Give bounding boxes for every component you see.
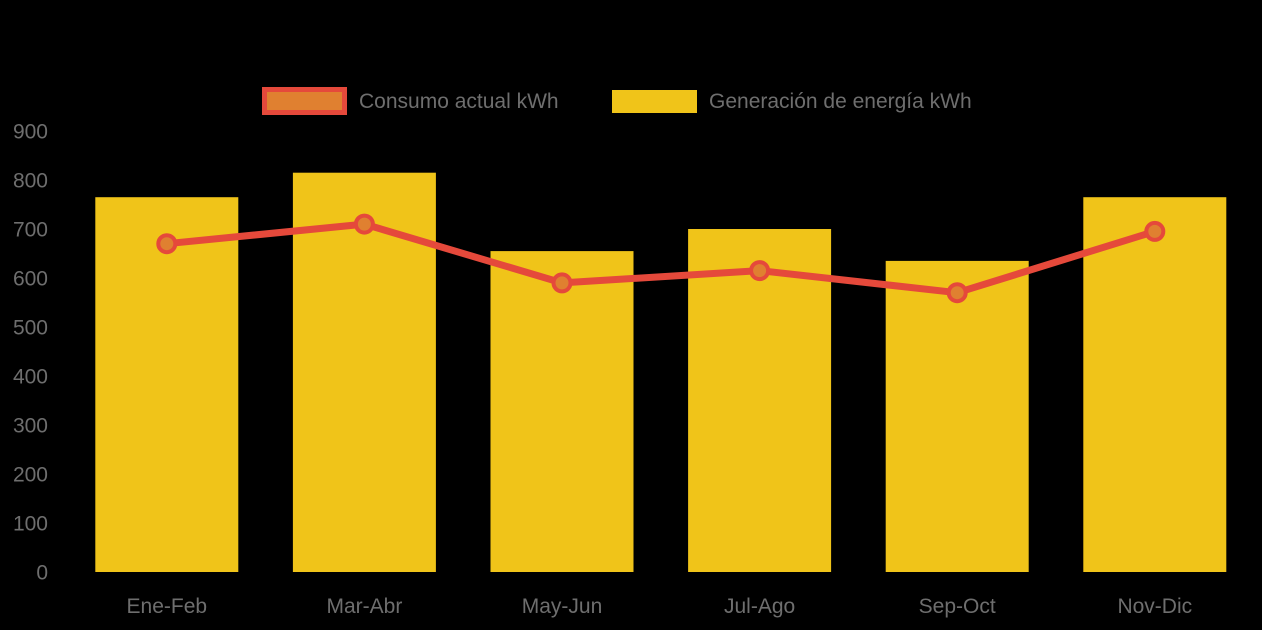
x-axis-label-Nov-Dic: Nov-Dic xyxy=(1117,595,1192,618)
generation-bar-May-Jun[interactable] xyxy=(490,251,634,572)
generacion-legend-label: Generación de energía kWh xyxy=(709,90,972,113)
x-axis-label-Jul-Ago: Jul-Ago xyxy=(724,595,795,618)
y-axis-tick-label: 500 xyxy=(13,316,48,339)
consumption-point-Sep-Oct[interactable] xyxy=(946,282,968,304)
x-axis-label-Mar-Abr: Mar-Abr xyxy=(326,595,402,618)
y-axis-tick-label: 100 xyxy=(13,512,48,535)
y-axis-tick-label: 900 xyxy=(13,120,48,143)
generation-bar-Sep-Oct[interactable] xyxy=(885,260,1029,572)
generation-bar-Ene-Feb[interactable] xyxy=(95,197,239,572)
y-axis-tick-label: 700 xyxy=(13,218,48,241)
y-axis-tick-label: 200 xyxy=(13,463,48,486)
legend-item-consumo[interactable]: Consumo actual kWh xyxy=(262,87,559,115)
y-axis-tick-label: 600 xyxy=(13,267,48,290)
consumption-point-Nov-Dic[interactable] xyxy=(1144,220,1166,242)
x-axis-label-May-Jun: May-Jun xyxy=(522,595,603,618)
x-axis-label-Sep-Oct: Sep-Oct xyxy=(919,595,996,618)
consumo-legend-swatch xyxy=(262,87,347,115)
chart-legend: Consumo actual kWh Generación de energía… xyxy=(0,0,1262,130)
consumption-point-Jul-Ago[interactable] xyxy=(749,260,771,282)
consumption-point-Ene-Feb[interactable] xyxy=(156,233,178,255)
y-axis-tick-label: 800 xyxy=(13,169,48,192)
y-axis-tick-label: 300 xyxy=(13,414,48,437)
consumption-point-May-Jun[interactable] xyxy=(551,272,573,294)
y-axis-tick-label: 0 xyxy=(36,561,48,584)
x-axis-label-Ene-Feb: Ene-Feb xyxy=(127,595,208,618)
legend-item-generacion[interactable]: Generación de energía kWh xyxy=(612,90,972,113)
generation-bar-Jul-Ago[interactable] xyxy=(688,229,832,572)
consumo-legend-label: Consumo actual kWh xyxy=(359,89,559,113)
generacion-legend-swatch xyxy=(612,90,697,113)
generation-bar-Nov-Dic[interactable] xyxy=(1083,197,1227,572)
y-axis-tick-label: 400 xyxy=(13,365,48,388)
consumption-line xyxy=(163,220,1159,297)
consumption-point-Mar-Abr[interactable] xyxy=(353,213,375,235)
